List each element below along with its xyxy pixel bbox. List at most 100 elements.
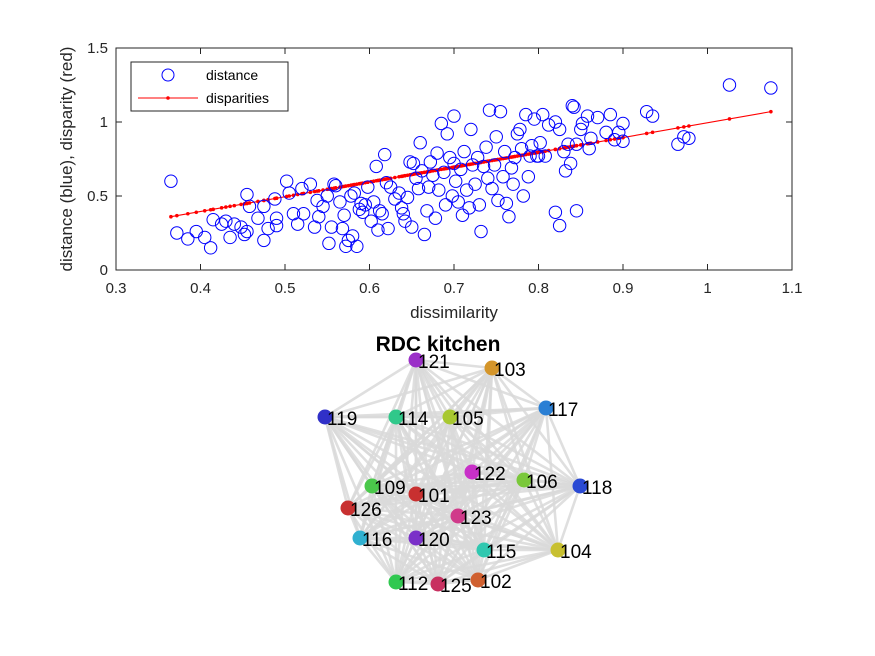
network-node [538,400,554,416]
network-edge [359,536,479,582]
distance-point [257,233,271,248]
distance-point [411,181,426,196]
distance-point [548,115,563,129]
distance-point [329,178,343,193]
network-edge [358,416,452,539]
distance-point [493,104,508,119]
network-node [408,486,424,502]
distance-point [164,174,178,188]
distance-point [257,199,271,214]
network-node [470,572,486,588]
distance-point [616,134,630,148]
disparity-point [175,213,179,218]
network-edge [395,415,525,482]
network-edge [414,416,452,495]
network-edge [395,515,459,583]
network-node [516,472,532,488]
distance-point [479,140,493,154]
network-edge [449,406,547,419]
distance-point [584,131,598,145]
y-axis-ticks: 0 0.5 1 1.5 [87,40,792,279]
disparity-point [333,186,338,190]
distance-point [428,211,443,225]
distance-point [413,136,427,150]
network-edge [556,485,582,551]
x-tick-label: 1 [703,280,711,297]
distance-point [616,116,630,131]
distance-point [448,174,463,188]
distance-point [482,103,497,117]
distance-point [552,218,567,233]
network-node [450,508,466,524]
distance-point [476,159,491,174]
distance-point [519,107,533,122]
distance-point [563,156,578,171]
distance-point [468,177,482,191]
network-node-label: 104 [560,542,592,563]
distance-point [381,221,395,236]
scatter-plot: 0.3 0.4 0.5 0.6 0.7 0.8 0.9 1 1.1 0 0.5 1 1.5 dissi… [57,40,802,322]
network-edge [415,484,581,540]
x-tick-label: 0.8 [528,280,549,297]
distance-point [242,199,257,214]
distance-point [612,125,626,140]
distance-point [496,170,510,184]
distance-point [327,177,341,191]
distance-point [333,195,347,209]
distance-point [569,204,584,218]
distance-point [513,122,527,137]
y-tick-label: 1.5 [87,40,108,57]
network-edge [414,493,480,581]
distance-point [457,144,471,159]
distance-point [394,201,409,215]
distance-point [499,196,514,211]
distance-point [417,227,432,242]
distance-point [514,141,529,156]
distance-point [548,205,563,219]
distance-point [434,116,449,131]
network-node [317,409,333,425]
distance-point [296,207,311,221]
distance-point [438,198,453,212]
distance-point [504,161,519,175]
distance-point [516,189,530,203]
legend-box [130,61,289,112]
network-edge [324,358,417,419]
network-node-label: 123 [460,508,492,529]
distance-point [523,149,537,163]
network-node [340,500,356,516]
distance-point [181,232,195,246]
network-edge [395,548,559,584]
network-node-label: 106 [526,472,558,493]
network-edge [414,537,440,585]
legend: distance disparities [130,61,289,112]
distance-point [406,156,421,171]
network-node-label: 101 [418,486,450,507]
x-tick-label: 0.3 [106,280,127,297]
distance-point [421,180,436,194]
graph-title: RDC kitchen [376,333,501,356]
distance-point [261,221,275,236]
distance-point [372,204,387,218]
network-edge [347,492,417,510]
distance-point [491,193,505,208]
distance-point [485,181,499,196]
distance-point [538,149,552,163]
network-edge [359,514,459,540]
y-tick-label: 0 [100,262,108,279]
distance-point [290,217,305,231]
distance-point [575,116,590,131]
network-edge [347,506,459,518]
network-edge [437,548,559,586]
disparity-point [317,189,321,193]
distance-point [454,162,468,177]
legend-distance-marker [161,68,175,82]
distance-point [527,112,541,126]
network-node-label: 122 [474,464,506,485]
y-axis-label: distance (blue), disparity (red) [57,47,76,272]
distance-point [603,107,618,122]
network-node [550,542,566,558]
disparity-point [676,126,680,130]
disparity-point [393,175,397,180]
network-edge [395,366,493,419]
